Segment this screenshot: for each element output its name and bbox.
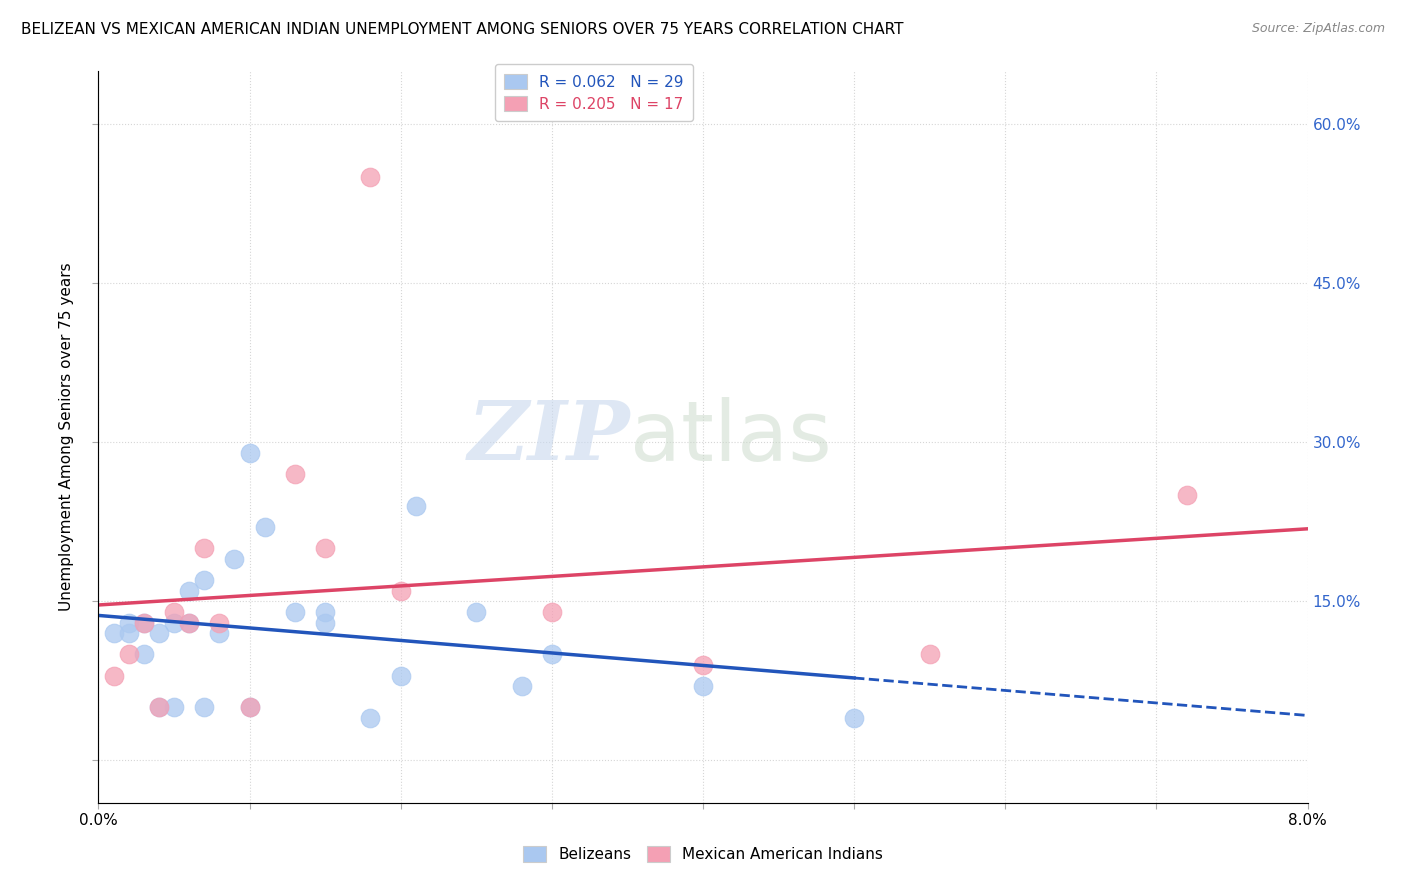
Point xyxy=(103,626,125,640)
Point xyxy=(918,648,941,662)
Point xyxy=(163,700,186,714)
Point xyxy=(389,583,412,598)
Point xyxy=(1175,488,1198,502)
Point xyxy=(540,605,562,619)
Text: atlas: atlas xyxy=(630,397,832,477)
Legend: Belizeans, Mexican American Indians: Belizeans, Mexican American Indians xyxy=(517,840,889,868)
Point xyxy=(208,626,231,640)
Point xyxy=(692,658,714,673)
Point xyxy=(193,573,215,587)
Point xyxy=(239,700,262,714)
Point xyxy=(360,711,382,725)
Point xyxy=(118,626,141,640)
Point xyxy=(132,615,155,630)
Point xyxy=(163,615,186,630)
Point xyxy=(360,170,382,185)
Text: ZIP: ZIP xyxy=(468,397,630,477)
Text: Source: ZipAtlas.com: Source: ZipAtlas.com xyxy=(1251,22,1385,36)
Point xyxy=(179,615,201,630)
Point xyxy=(510,679,533,693)
Point xyxy=(148,700,170,714)
Point xyxy=(163,605,186,619)
Point xyxy=(239,700,262,714)
Point xyxy=(208,615,231,630)
Text: BELIZEAN VS MEXICAN AMERICAN INDIAN UNEMPLOYMENT AMONG SENIORS OVER 75 YEARS COR: BELIZEAN VS MEXICAN AMERICAN INDIAN UNEM… xyxy=(21,22,904,37)
Point xyxy=(540,648,562,662)
Point xyxy=(224,552,246,566)
Point xyxy=(314,541,336,556)
Point xyxy=(118,648,141,662)
Point xyxy=(148,700,170,714)
Point xyxy=(239,446,262,460)
Point xyxy=(132,648,155,662)
Y-axis label: Unemployment Among Seniors over 75 years: Unemployment Among Seniors over 75 years xyxy=(59,263,75,611)
Point xyxy=(389,668,412,682)
Point xyxy=(692,679,714,693)
Point xyxy=(148,626,170,640)
Point xyxy=(314,615,336,630)
Point xyxy=(193,541,215,556)
Point xyxy=(179,583,201,598)
Point xyxy=(405,499,427,513)
Point xyxy=(284,605,307,619)
Point xyxy=(132,615,155,630)
Point xyxy=(118,615,141,630)
Point xyxy=(314,605,336,619)
Point xyxy=(179,615,201,630)
Point xyxy=(253,520,276,534)
Point xyxy=(844,711,866,725)
Point xyxy=(465,605,488,619)
Point xyxy=(103,668,125,682)
Point xyxy=(193,700,215,714)
Point xyxy=(284,467,307,482)
